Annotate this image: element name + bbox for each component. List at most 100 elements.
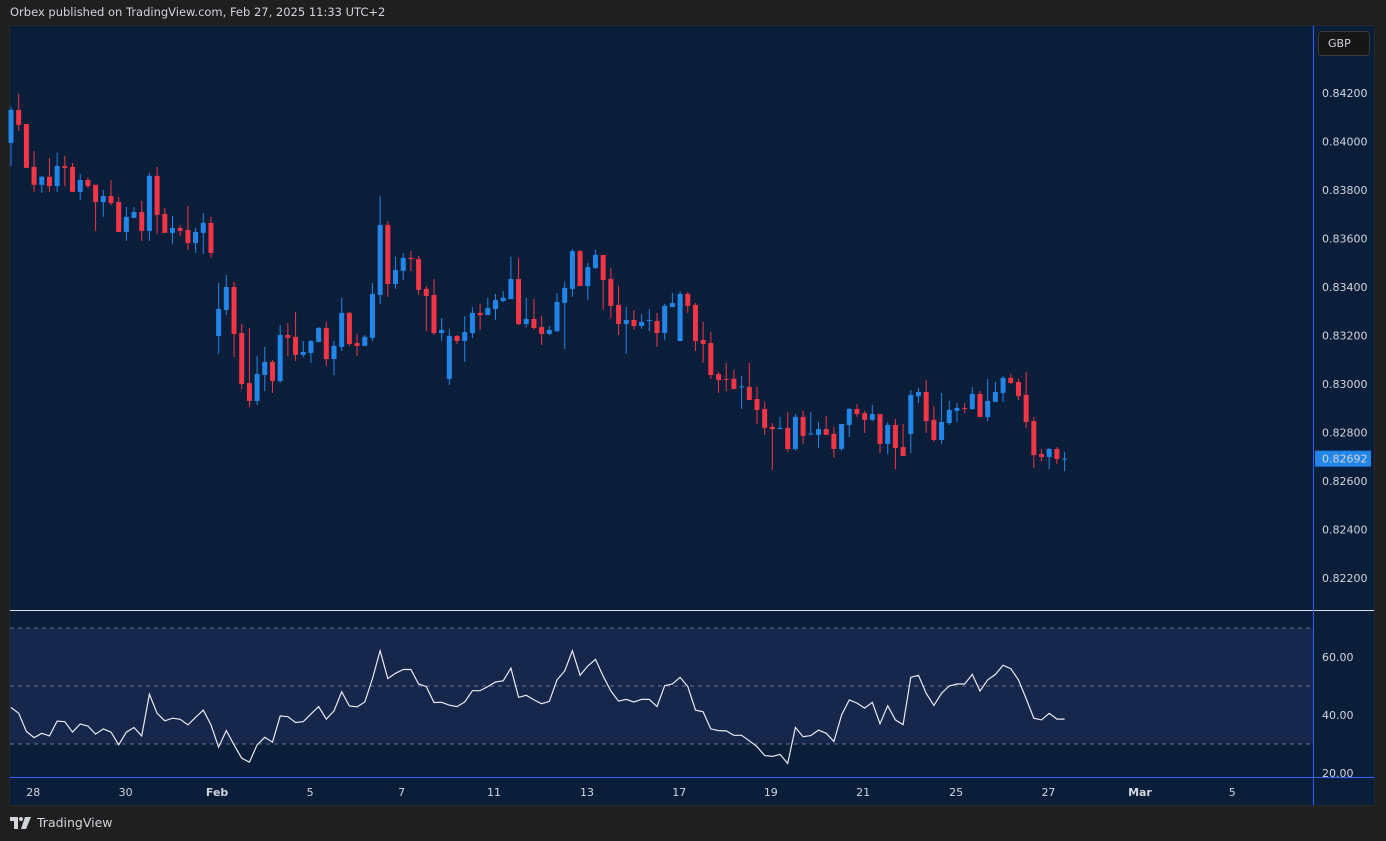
- candle-body: [500, 297, 506, 302]
- candle: [854, 404, 860, 417]
- candle-body: [592, 254, 598, 269]
- candle: [369, 283, 375, 342]
- candle: [54, 152, 60, 192]
- candle: [816, 422, 822, 448]
- candle-body: [300, 351, 306, 355]
- candle-body: [400, 257, 406, 271]
- candle: [562, 281, 568, 350]
- candle-body: [323, 327, 329, 359]
- currency-button[interactable]: GBP: [1318, 31, 1370, 56]
- candle-body: [862, 413, 868, 420]
- candle-body: [423, 288, 429, 296]
- candle-body: [716, 374, 722, 381]
- candle-body: [170, 228, 176, 233]
- candle: [170, 215, 176, 245]
- candle-body: [131, 212, 137, 218]
- candle-body: [639, 321, 645, 327]
- candle: [346, 311, 352, 346]
- candle-body: [262, 361, 268, 375]
- candle: [208, 216, 214, 258]
- candle: [200, 212, 206, 254]
- candle-body: [493, 300, 499, 310]
- candle: [469, 307, 475, 338]
- candle: [954, 402, 960, 423]
- candle-body: [1015, 382, 1021, 397]
- candle-body: [1023, 394, 1029, 423]
- candle-body: [139, 212, 145, 231]
- candle-body: [754, 399, 760, 410]
- candle-body: [454, 335, 460, 342]
- time-tick-label: 21: [856, 786, 870, 799]
- candle-body: [293, 336, 299, 355]
- candle: [539, 316, 545, 345]
- candle: [308, 340, 314, 363]
- candle-body: [685, 293, 691, 306]
- last-price-badge: [1315, 450, 1371, 467]
- candle: [93, 184, 99, 231]
- candle: [1000, 375, 1006, 402]
- candle: [339, 297, 345, 351]
- price-tick-label: 0.83800: [1322, 184, 1368, 197]
- price-tick-label: 0.82200: [1322, 572, 1368, 585]
- rsi-tick-label: 20.00: [1322, 767, 1354, 780]
- candle-body: [1054, 448, 1060, 459]
- time-tick-label: 17: [672, 786, 686, 799]
- candle: [731, 369, 737, 390]
- candle: [385, 220, 391, 297]
- time-tick-label: Mar: [1128, 786, 1152, 799]
- time-tick-label: 19: [764, 786, 778, 799]
- candle-body: [93, 184, 99, 203]
- publish-attribution: Orbex published on TradingView.com, Feb …: [10, 5, 386, 19]
- candle: [700, 321, 706, 363]
- candle: [462, 316, 468, 362]
- candle-body: [900, 447, 906, 456]
- candle: [739, 375, 745, 409]
- candle: [500, 291, 506, 302]
- candle-body: [692, 304, 698, 342]
- candle-body: [762, 408, 768, 428]
- candle-body: [200, 222, 206, 233]
- candle-body: [508, 278, 514, 300]
- candle-body: [77, 180, 83, 192]
- candle: [592, 249, 598, 270]
- candle: [531, 299, 537, 330]
- candle: [100, 189, 106, 217]
- candle: [646, 309, 652, 332]
- candle-body: [85, 180, 91, 187]
- candle-body: [854, 408, 860, 415]
- candle: [946, 400, 952, 425]
- candle-body: [569, 251, 575, 289]
- candle: [769, 423, 775, 471]
- candle-body: [654, 320, 660, 334]
- candle-body: [277, 334, 283, 382]
- candle-body: [1046, 448, 1052, 457]
- time-tick-label: 13: [580, 786, 594, 799]
- candle: [323, 321, 329, 367]
- candle: [977, 391, 983, 417]
- candle: [146, 172, 152, 241]
- candle-body: [985, 400, 991, 417]
- candle: [846, 407, 852, 438]
- candle: [362, 334, 368, 346]
- candle: [908, 390, 914, 454]
- candle-body: [408, 257, 414, 260]
- candle: [116, 196, 122, 232]
- candle: [231, 281, 237, 358]
- candle-body: [1000, 377, 1006, 393]
- candle: [439, 318, 445, 342]
- candle-body: [431, 294, 437, 334]
- candle-body: [331, 345, 337, 359]
- candle: [246, 327, 252, 408]
- candle: [77, 173, 83, 200]
- time-tick-label: 27: [1041, 786, 1055, 799]
- price-tick-label: 0.82800: [1322, 426, 1368, 439]
- candle-body: [800, 416, 806, 436]
- candle-body: [700, 340, 706, 344]
- candle: [454, 334, 460, 344]
- candle: [1046, 447, 1052, 470]
- tradingview-logo[interactable]: TradingView: [10, 815, 113, 830]
- candle: [393, 256, 399, 289]
- candle: [23, 123, 29, 168]
- rsi-series: [10, 648, 1065, 765]
